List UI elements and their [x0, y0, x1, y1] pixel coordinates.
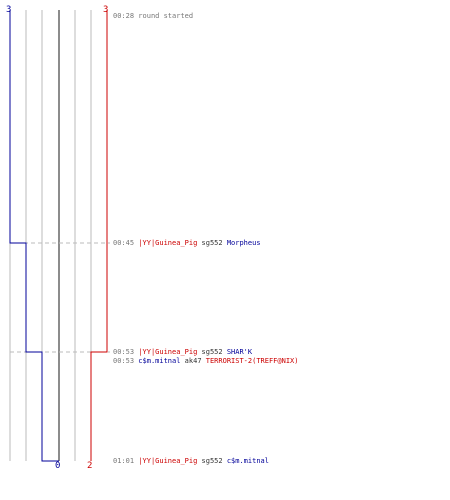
red-team-count-start: 3: [103, 5, 109, 15]
event-killer: c$m.mitnal: [138, 357, 181, 365]
event-killer: |YY|Guinea_Pig: [138, 239, 198, 247]
event-row: 00:28 round started: [113, 11, 193, 21]
timeline-grid: [9, 10, 92, 461]
event-weapon: ak47: [184, 357, 202, 365]
event-killer: |YY|Guinea_Pig: [138, 457, 198, 465]
event-time: 00:28: [113, 12, 135, 20]
event-time: 01:01: [113, 457, 135, 465]
event-killer: |YY|Guinea_Pig: [138, 348, 198, 356]
event-victim: c$m.mitnal: [226, 457, 269, 465]
red-team-line: [90, 10, 108, 461]
event-time: 00:45: [113, 239, 135, 247]
event-weapon: sg552: [201, 457, 223, 465]
event-victim: SHAR'K: [226, 348, 253, 356]
blue-team-line: [9, 10, 59, 462]
event-markers: [10, 242, 110, 353]
event-row: 00:53 |YY|Guinea_Pig sg552 SHAR'K: [113, 347, 252, 357]
event-weapon: sg552: [201, 239, 223, 247]
event-row: 00:53 c$m.mitnal ak47 TERRORIST-2(TREFF@…: [113, 356, 298, 366]
event-text: round started: [138, 12, 194, 20]
blue-team-count-start: 3: [6, 5, 12, 15]
event-time: 00:53: [113, 348, 135, 356]
event-time: 00:53: [113, 357, 135, 365]
red-team-count-end: 2: [87, 461, 93, 471]
event-row: 00:45 |YY|Guinea_Pig sg552 Morpheus: [113, 238, 261, 248]
event-row: 01:01 |YY|Guinea_Pig sg552 c$m.mitnal: [113, 456, 269, 466]
event-victim: TERRORIST-2(TREFF@NIX): [205, 357, 299, 365]
event-weapon: sg552: [201, 348, 223, 356]
blue-team-count-end: 0: [55, 461, 61, 471]
event-victim: Morpheus: [226, 239, 261, 247]
